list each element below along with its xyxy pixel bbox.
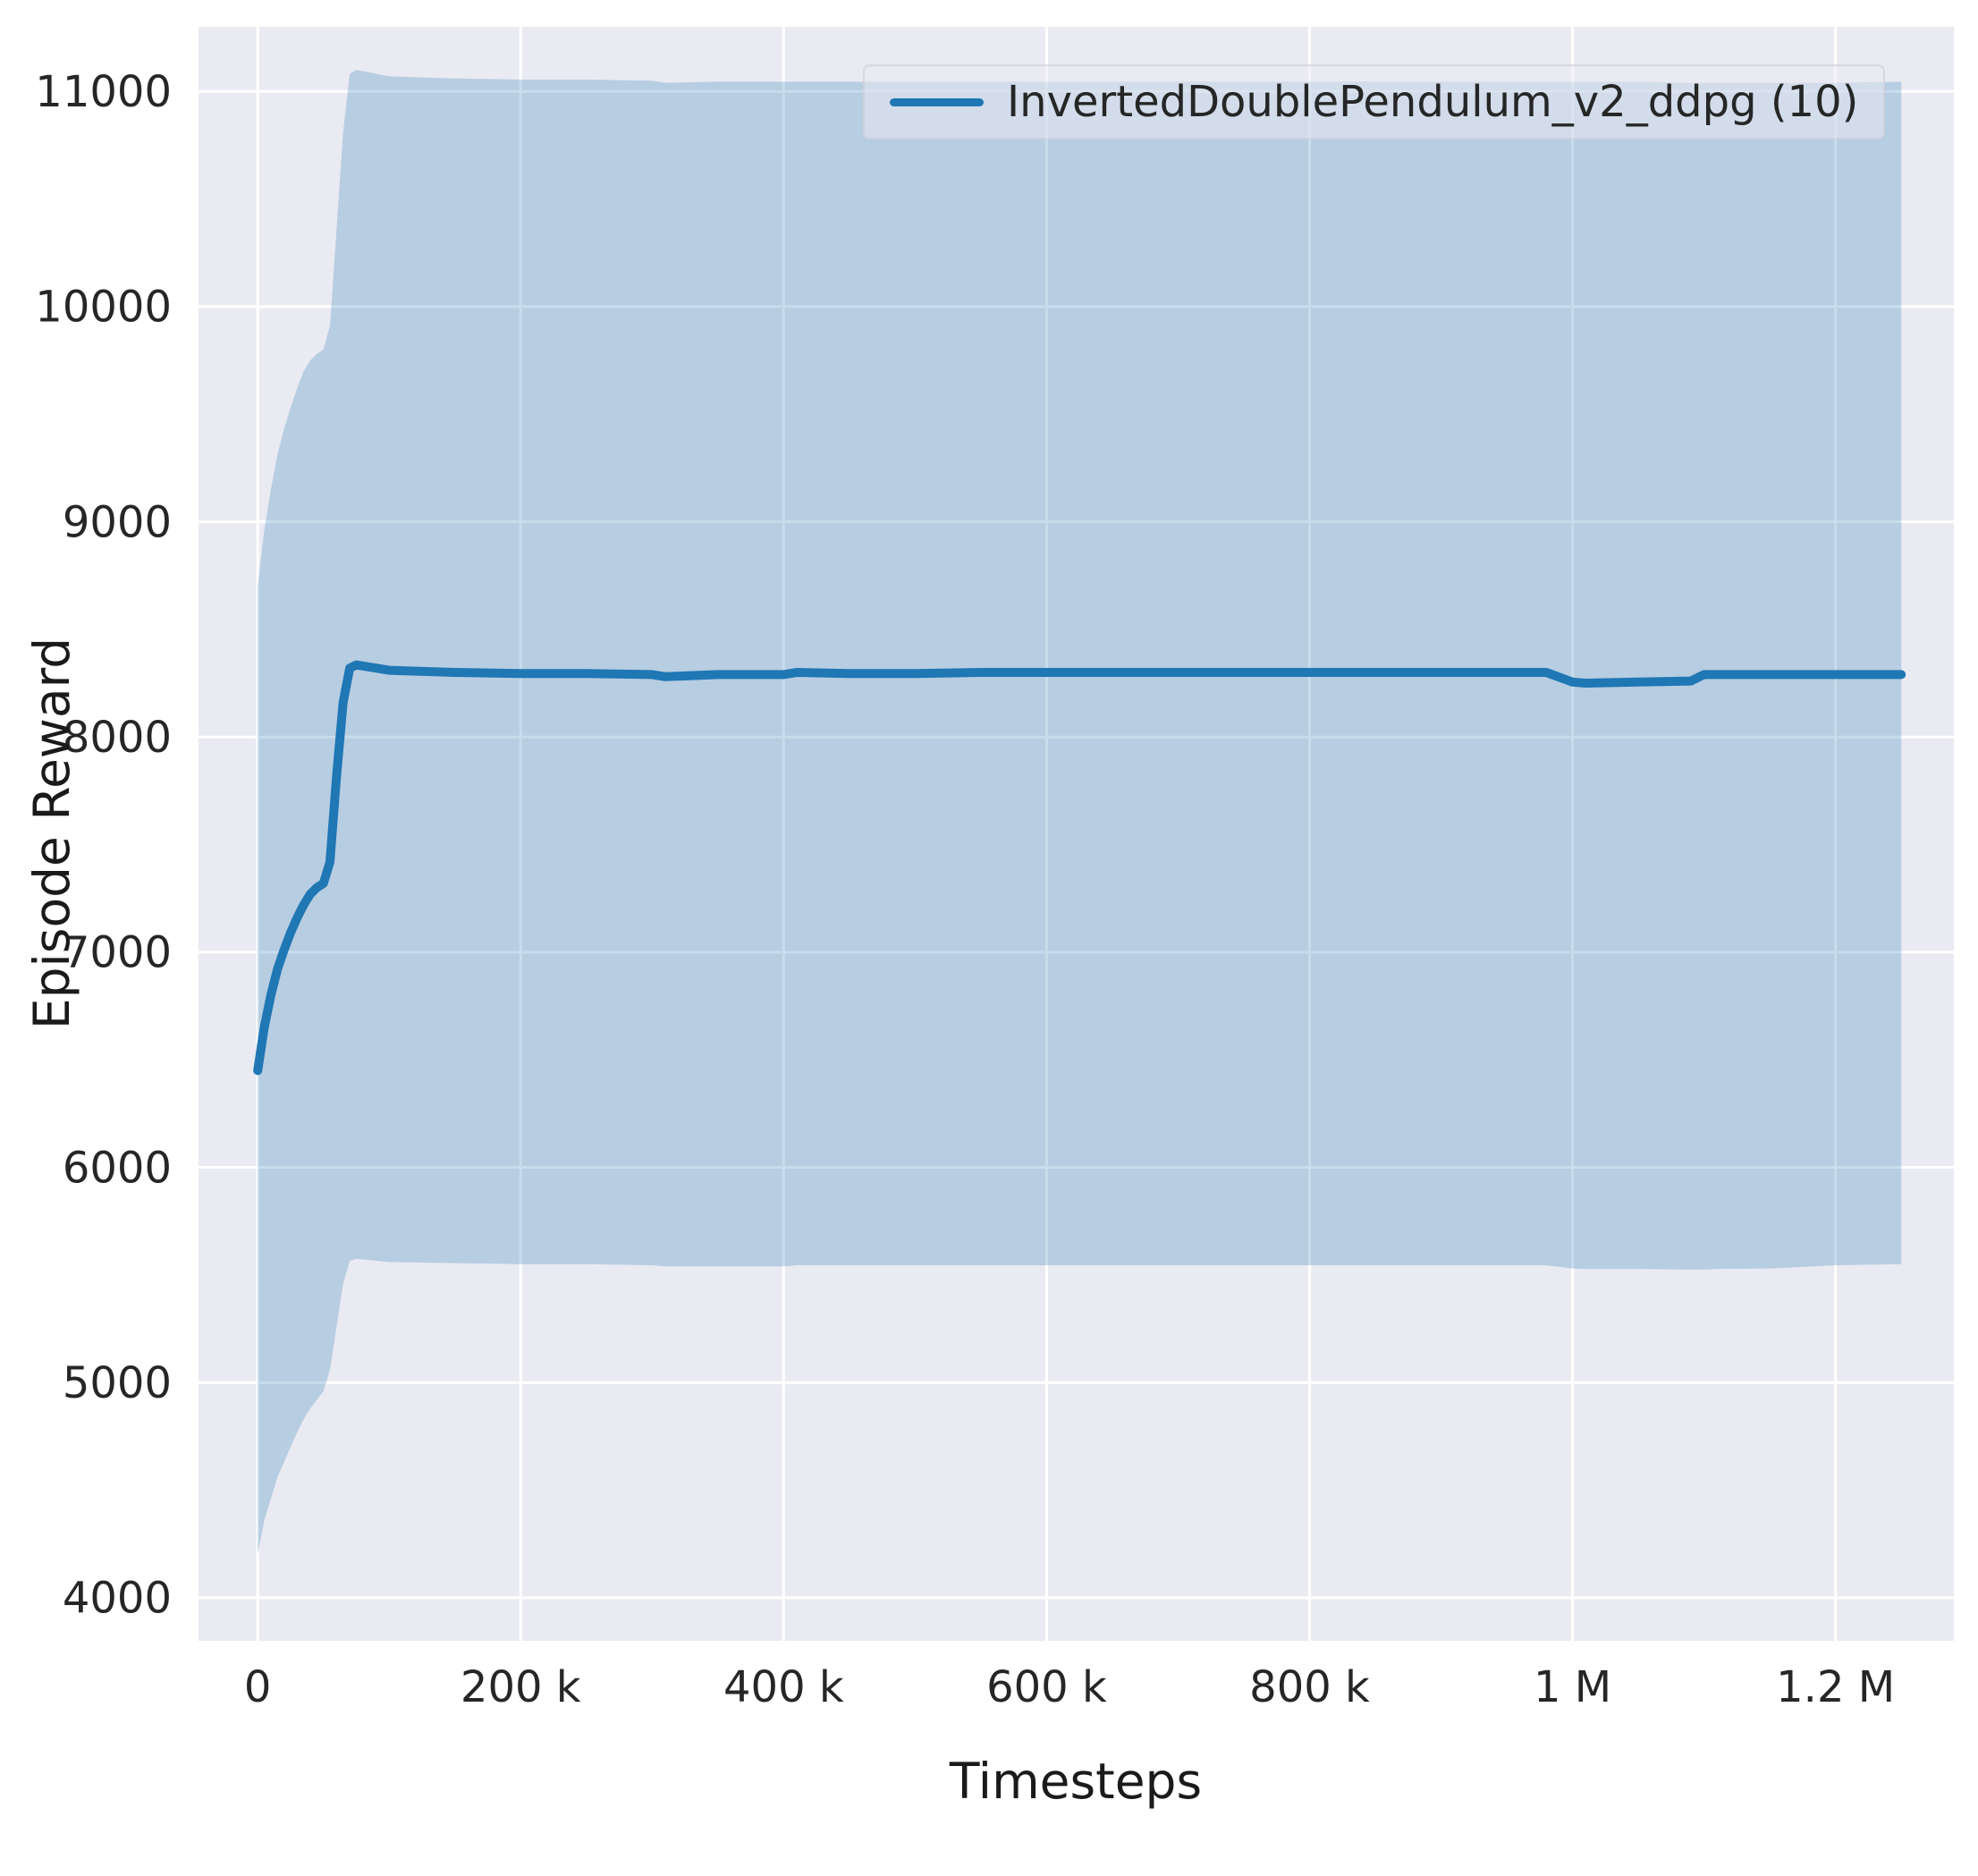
y-tick-label: 10000: [35, 283, 172, 333]
y-tick-label: 6000: [63, 1143, 172, 1193]
y-tick-label: 7000: [63, 928, 172, 978]
x-tick-label: 1.2 M: [1776, 1662, 1895, 1712]
legend-label: InvertedDoublePendulum_v2_ddpg (10): [1007, 77, 1859, 127]
y-tick-label: 9000: [63, 497, 172, 547]
plot-background: [199, 27, 1954, 1641]
mean-reward-line: [253, 660, 1906, 1076]
y-tick-label: 8000: [63, 713, 172, 763]
x-tick-label: 200 k: [461, 1662, 581, 1712]
x-tick-label: 600 k: [986, 1662, 1107, 1712]
legend: InvertedDoublePendulum_v2_ddpg (10): [863, 64, 1886, 139]
x-tick-label: 1 M: [1534, 1662, 1611, 1712]
x-tick-label: 800 k: [1249, 1662, 1370, 1712]
legend-line-swatch: [890, 97, 984, 106]
y-tick-label: 11000: [35, 67, 172, 117]
x-tick-label: 400 k: [723, 1662, 844, 1712]
x-axis-label: Timesteps: [949, 1753, 1203, 1810]
y-tick-label: 4000: [63, 1574, 172, 1624]
y-tick-label: 5000: [63, 1358, 172, 1408]
x-tick-label: 0: [244, 1662, 272, 1712]
y-axis-label: Episode Reward: [23, 637, 80, 1030]
confidence-band: [258, 70, 1902, 1555]
